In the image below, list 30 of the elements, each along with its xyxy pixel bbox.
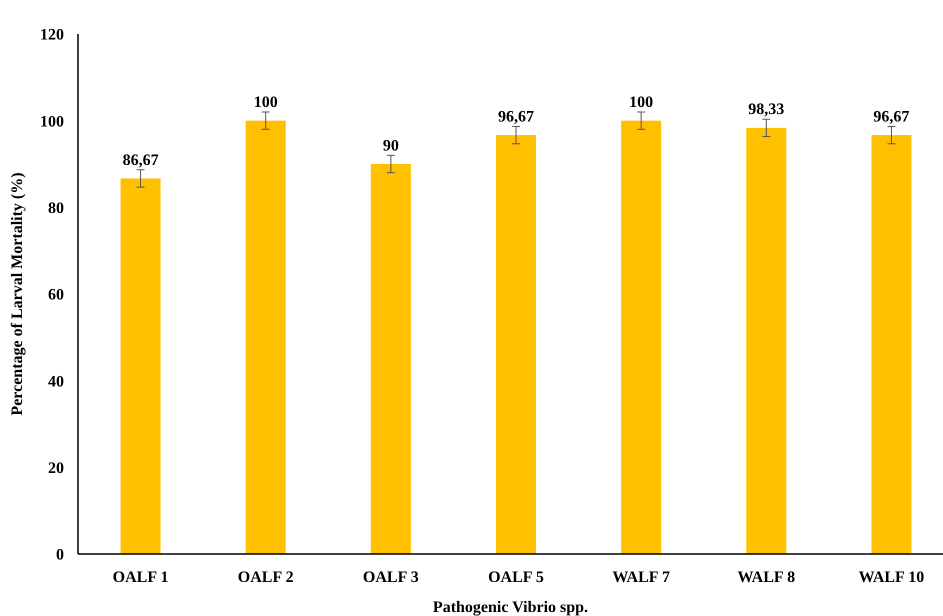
bar	[496, 135, 536, 554]
bar	[746, 128, 786, 554]
bar	[621, 120, 662, 554]
y-tick-label: 120	[40, 26, 64, 44]
y-tick-label: 20	[48, 460, 64, 477]
x-tick-label: OALF 1	[112, 569, 168, 586]
y-tick-label: 60	[48, 286, 64, 304]
data-label: 100	[629, 94, 654, 111]
x-tick-label: WALF 7	[612, 569, 670, 586]
y-tick-label: 40	[48, 373, 64, 390]
y-tick-label: 0	[56, 546, 64, 564]
x-tick-label: OALF 5	[488, 569, 544, 586]
x-tick-label: WALF 10	[858, 569, 924, 586]
bar	[120, 178, 161, 554]
x-tick-label: WALF 8	[737, 569, 796, 586]
data-label: 100	[254, 94, 278, 111]
bar	[246, 120, 286, 554]
data-label: 96,67	[498, 108, 534, 126]
y-tick-label: 80	[48, 200, 64, 217]
x-tick-label: OALF 2	[238, 569, 294, 586]
y-axis-title: Percentage of Larval Mortality (%)	[9, 172, 26, 416]
y-tick-label: 100	[40, 113, 64, 130]
data-label: 90	[382, 137, 399, 154]
data-label: 86,67	[122, 152, 159, 169]
bar	[370, 164, 411, 554]
data-label: 96,67	[873, 108, 910, 126]
data-label: 98,33	[748, 101, 784, 118]
x-axis-title: Pathogenic Vibrio spp.	[432, 599, 588, 616]
bar	[871, 135, 912, 554]
x-tick-label: OALF 3	[362, 569, 419, 586]
